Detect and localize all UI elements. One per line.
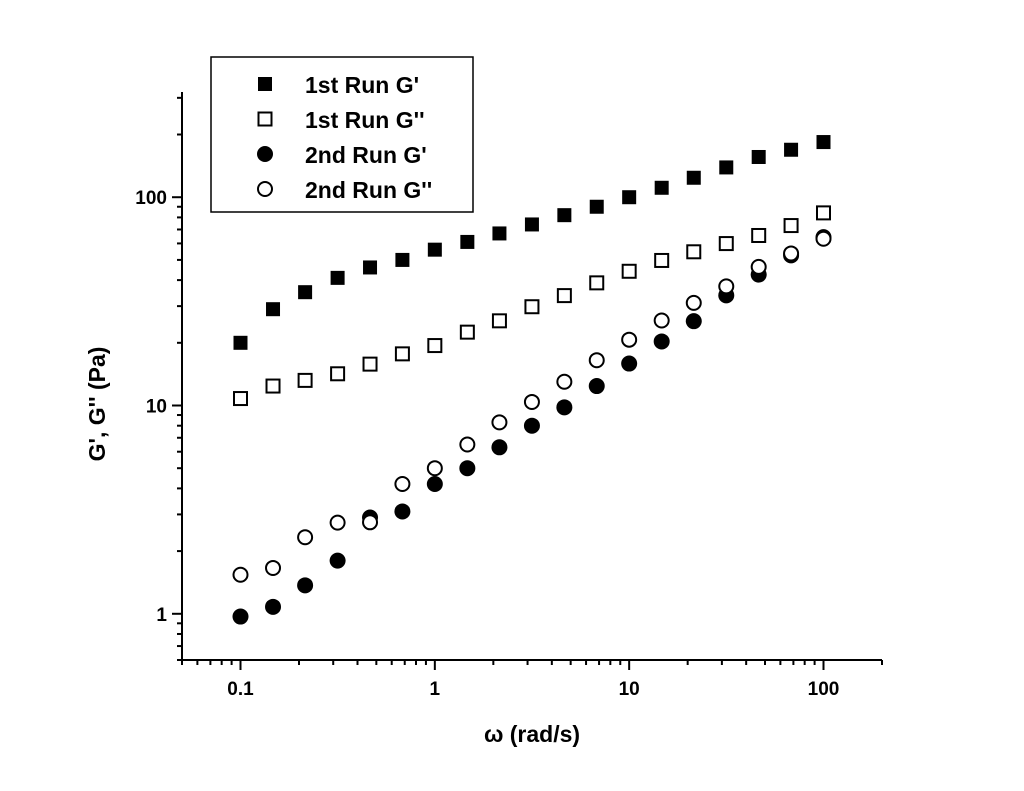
data-point: [653, 333, 670, 350]
data-point: [491, 313, 507, 329]
y-axis-title: G', G'' (Pa): [84, 347, 110, 462]
legend: 1st Run G' 1st Run G'' 2nd Run G' 2nd Run G…: [210, 56, 474, 213]
series-2: [233, 205, 831, 407]
data-point: [621, 263, 637, 279]
data-point: [491, 414, 508, 431]
x-tick-label: 100: [808, 679, 840, 700]
data-point: [329, 514, 346, 531]
data-point: [233, 335, 248, 350]
data-point: [363, 260, 378, 275]
data-point: [395, 252, 410, 267]
data-point: [460, 234, 475, 249]
x-axis-title: ω (rad/s): [484, 721, 580, 747]
legend-marker: [258, 77, 272, 91]
data-point: [232, 608, 249, 625]
data-point: [265, 559, 282, 576]
data-point: [524, 217, 539, 232]
data-point: [427, 242, 442, 257]
data-point: [266, 302, 281, 317]
data-point: [394, 475, 411, 492]
data-point: [426, 475, 443, 492]
series-3: [232, 229, 832, 625]
data-point: [621, 355, 638, 372]
data-point: [654, 252, 670, 268]
legend-marker: [257, 146, 273, 162]
series-1: [233, 135, 831, 350]
data-marks: [232, 135, 832, 625]
data-point: [622, 190, 637, 205]
data-point: [686, 170, 701, 185]
data-point: [588, 378, 605, 395]
data-point: [589, 199, 604, 214]
x-tick-label: 1: [430, 679, 441, 700]
legend-marker: [257, 181, 273, 197]
data-point: [685, 313, 702, 330]
data-point: [686, 244, 702, 260]
data-point: [523, 417, 540, 434]
legend-label: 2nd Run G': [305, 142, 427, 168]
data-point: [556, 288, 572, 304]
legend-label: 2nd Run G'': [305, 177, 432, 203]
series-4: [232, 230, 832, 583]
data-point: [330, 270, 345, 285]
data-point: [750, 258, 767, 275]
data-point: [653, 312, 670, 329]
data-point: [298, 285, 313, 300]
data-point: [783, 218, 799, 234]
data-point: [362, 356, 378, 372]
data-point: [297, 372, 313, 388]
data-point: [815, 230, 832, 247]
data-point: [394, 346, 410, 362]
legend-marker: [257, 111, 273, 127]
data-point: [816, 135, 831, 150]
legend-label: 1st Run G': [305, 72, 419, 98]
data-point: [589, 275, 605, 291]
legend-box: [210, 56, 474, 213]
axes: 0.1 1 10 100 1 10 100: [135, 92, 883, 700]
y-tick-label: 100: [135, 188, 167, 209]
data-point: [654, 180, 669, 195]
data-point: [427, 338, 443, 354]
data-point: [297, 577, 314, 594]
data-point: [330, 366, 346, 382]
data-point: [523, 393, 540, 410]
data-point: [265, 598, 282, 615]
x-tick-label: 10: [619, 679, 640, 700]
data-point: [815, 205, 831, 221]
data-point: [751, 149, 766, 164]
data-point: [685, 294, 702, 311]
data-point: [556, 399, 573, 416]
y-tick-label: 1: [156, 605, 167, 626]
data-point: [783, 245, 800, 262]
data-point: [621, 331, 638, 348]
data-point: [588, 352, 605, 369]
data-point: [556, 373, 573, 390]
data-point: [718, 278, 735, 295]
data-point: [491, 439, 508, 456]
data-point: [557, 208, 572, 223]
data-point: [459, 460, 476, 477]
data-point: [329, 552, 346, 569]
data-point: [362, 514, 379, 531]
data-point: [459, 324, 475, 340]
data-point: [719, 160, 734, 175]
data-point: [718, 236, 734, 252]
y-tick-label: 10: [146, 397, 167, 418]
data-point: [784, 142, 799, 157]
data-point: [492, 226, 507, 241]
legend-label: 1st Run G'': [305, 107, 425, 133]
data-point: [524, 299, 540, 315]
x-tick-label: 0.1: [227, 679, 254, 700]
data-point: [426, 460, 443, 477]
data-point: [751, 227, 767, 243]
data-point: [297, 529, 314, 546]
data-point: [459, 436, 476, 453]
data-point: [232, 566, 249, 583]
data-point: [265, 378, 281, 394]
data-point: [233, 391, 249, 407]
data-point: [394, 503, 411, 520]
